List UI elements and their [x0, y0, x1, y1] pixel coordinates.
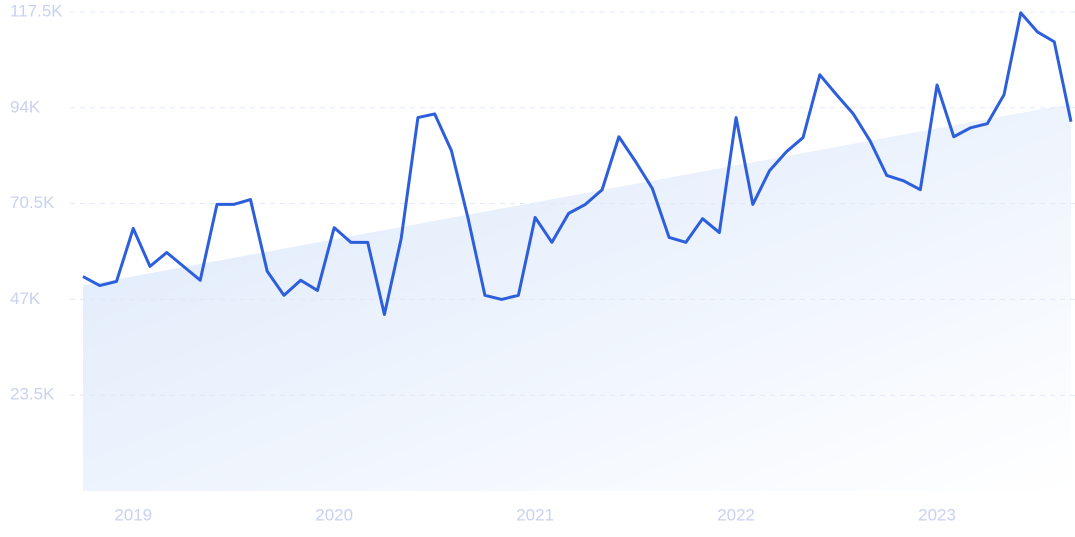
x-tick-label: 2020 [315, 505, 353, 524]
x-tick-label: 2023 [918, 505, 956, 524]
data-line [82, 11, 1073, 316]
x-tick-label: 2019 [114, 505, 152, 524]
y-tick-label: 47K [10, 289, 41, 308]
y-tick-label: 70.5K [10, 193, 55, 212]
y-tick-label: 94K [10, 97, 41, 116]
x-tick-label: 2021 [516, 505, 554, 524]
y-tick-label: 117.5K [10, 1, 63, 20]
trend-area [83, 103, 1071, 492]
x-tick-label: 2022 [717, 505, 755, 524]
y-tick-label: 23.5K [10, 385, 55, 404]
